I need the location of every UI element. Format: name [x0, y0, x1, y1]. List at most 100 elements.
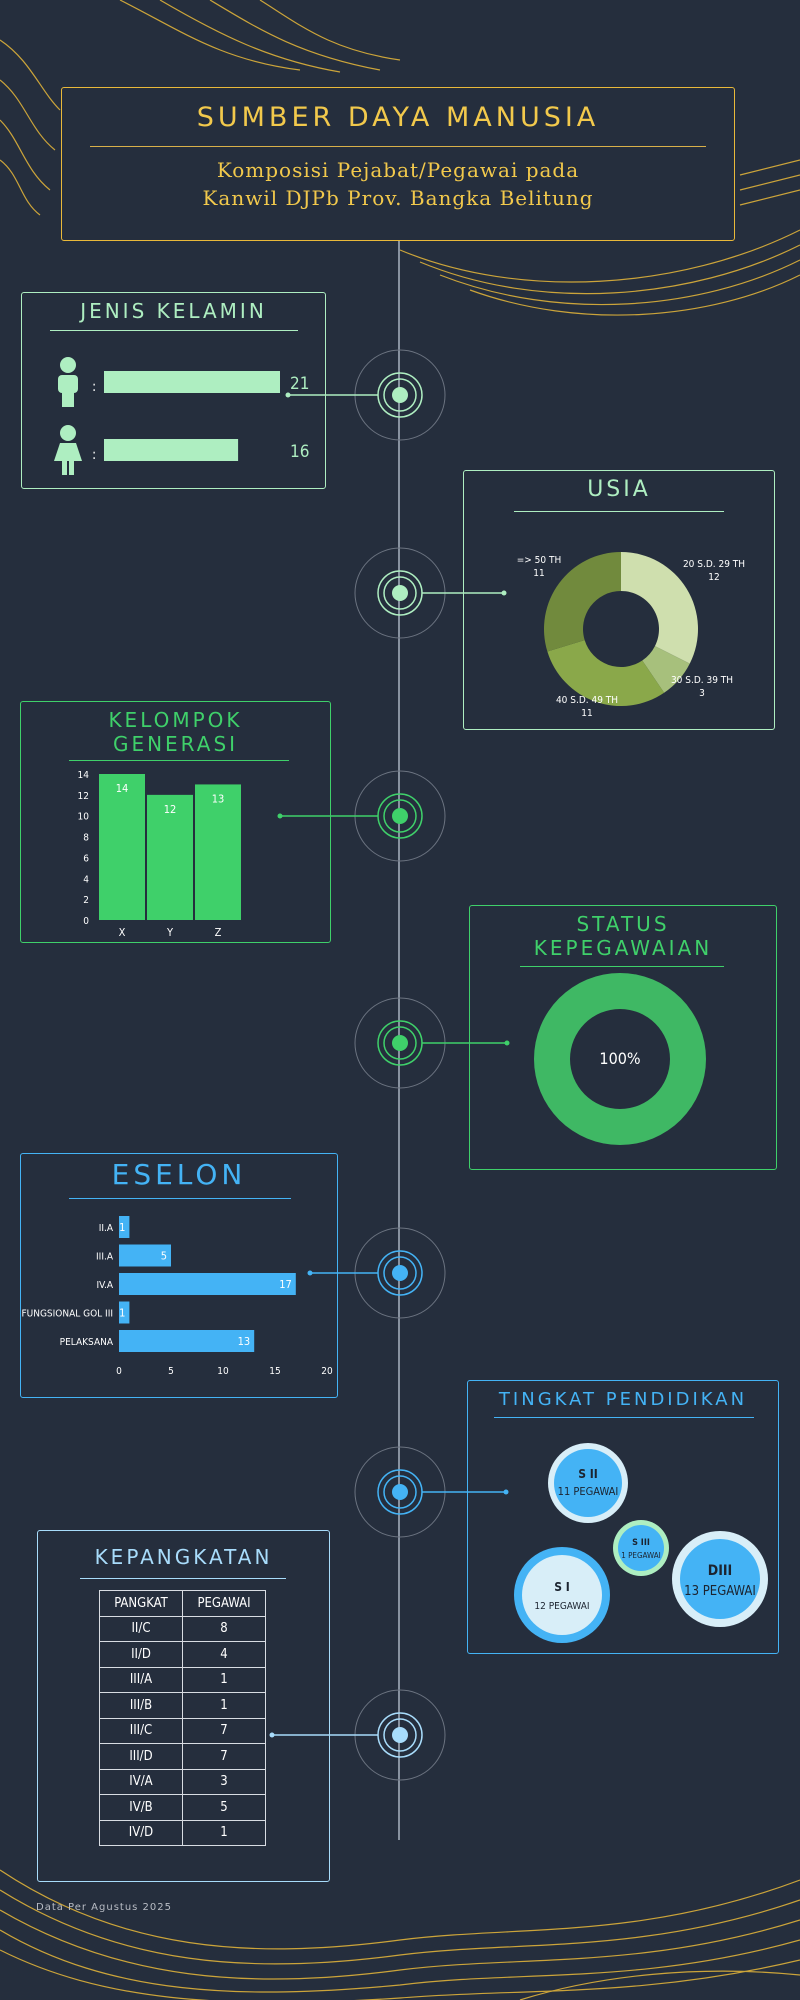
female-person-icon: [54, 425, 82, 475]
rank-cell: III/A: [99, 1666, 183, 1693]
rank-cell: IV/D: [99, 1819, 183, 1846]
bubble-s1: S I 12 PEGAWAI: [514, 1547, 610, 1643]
count-cell: 7: [182, 1717, 266, 1744]
age-title-underline: [514, 511, 724, 512]
count-cell: 8: [182, 1615, 266, 1642]
status-title-line2: KEPEGAWAIAN: [533, 936, 713, 960]
table-row: IV/A 3: [99, 1768, 266, 1795]
age-value-30-39: 3: [699, 688, 705, 699]
gender-chart: : : 21 16: [54, 357, 309, 475]
table-row: II/D 4: [99, 1641, 266, 1668]
count-cell: 7: [182, 1743, 266, 1770]
eselon-category-label: III.A: [96, 1252, 114, 1263]
rank-col-pangkat: PANGKAT: [99, 1590, 183, 1617]
age-label-50-plus: => 50 TH: [517, 555, 562, 566]
eselon-x-tick: 15: [269, 1366, 280, 1377]
generation-title-line2: GENERASI: [112, 732, 239, 756]
eselon-value-label: 1: [119, 1307, 125, 1320]
gender-title: JENIS KELAMIN: [80, 299, 267, 323]
wave-lines-top-left: [0, 0, 401, 216]
generation-bar-Y: [147, 794, 193, 920]
eselon-bar: [119, 1216, 130, 1238]
eselon-category-label: IV.A: [96, 1280, 113, 1291]
gender-value-male: 21: [290, 374, 309, 394]
bubble-s3: S III 1 PEGAWAI: [613, 1520, 669, 1576]
age-slice-0: [621, 552, 698, 664]
count-cell: 1: [182, 1666, 266, 1693]
generation-title-line1: KELOMPOK: [108, 708, 243, 732]
bubble-d3-count: 13 PEGAWAI: [684, 1584, 756, 1599]
bubble-d3: DIII 13 PEGAWAI: [672, 1531, 768, 1627]
table-row: IV/B 5: [99, 1794, 266, 1821]
status-center-label: 100%: [599, 1049, 640, 1068]
gender-separator-male: :: [92, 379, 96, 395]
gender-bar-male: [104, 371, 280, 393]
age-value-20-29: 12: [708, 572, 719, 583]
gender-separator-female: :: [92, 447, 96, 463]
generation-x-tick-Y: Y: [166, 926, 174, 939]
education-panel: TINGKAT PENDIDIKAN S II 11 PEGAWAI S III…: [467, 1380, 779, 1654]
generation-panel: KELOMPOK GENERASI 0 2 4 6 8 10 12 14 14 X 12 Y 13 Z: [20, 701, 331, 943]
generation-title-underline: [69, 760, 289, 761]
generation-bar-chart: 0 2 4 6 8 10 12 14 14 X 12 Y 13 Z: [78, 770, 241, 939]
eselon-value-label: 1: [119, 1221, 125, 1234]
bubble-s1-level: S I: [554, 1580, 570, 1594]
generation-value-Z: 13: [212, 792, 225, 805]
generation-y-tick: 4: [83, 874, 89, 885]
education-bubble-chart: S II 11 PEGAWAI S III 1 PEGAWAI S I 12 P…: [514, 1443, 768, 1643]
eselon-bar-chart: II.A 1 III.A 5 IV.A 17 FUNGSIONAL GOL III 1 PELA…: [21, 1216, 333, 1377]
generation-value-Y: 12: [164, 803, 177, 816]
male-person-icon: [58, 357, 78, 407]
table-row: III/B 1: [99, 1692, 266, 1719]
eselon-title: ESELON: [111, 1158, 247, 1191]
status-slice-0: [534, 972, 706, 1146]
generation-y-tick: 8: [83, 833, 89, 844]
eselon-bar: [119, 1301, 130, 1324]
generation-y-tick: 12: [78, 791, 89, 802]
age-slice-3: [544, 552, 621, 652]
generation-y-tick: 14: [78, 770, 90, 781]
status-donut-chart: 100%: [534, 972, 706, 1146]
rank-table: PANGKAT PEGAWAI II/C 8 II/D 4 III/A 1 III/B…: [99, 1590, 266, 1846]
timeline-node-5: [307, 1227, 446, 1319]
gender-title-underline: [50, 330, 298, 331]
count-cell: 4: [182, 1641, 266, 1668]
rank-cell: IV/A: [99, 1768, 183, 1795]
eselon-bar: [119, 1244, 171, 1267]
count-cell: 1: [182, 1692, 266, 1719]
rank-cell: IV/B: [99, 1794, 183, 1821]
eselon-panel: ESELON II.A 1 III.A 5 IV.A 17 FUNGSIONAL GOL I…: [20, 1153, 338, 1398]
status-title-line1: STATUS: [576, 912, 670, 936]
rank-title-underline: [80, 1578, 286, 1579]
generation-y-tick: 2: [83, 895, 89, 906]
bubble-s2-level: S II: [578, 1467, 598, 1481]
table-row: IV/D 1: [99, 1819, 266, 1846]
age-label-20-29: 20 S.D. 29 TH: [683, 559, 745, 570]
table-row: III/C 7: [99, 1717, 266, 1744]
generation-bar-Z: [195, 784, 241, 920]
bubble-s2-count: 11 PEGAWAI: [558, 1485, 619, 1498]
eselon-x-tick: 10: [217, 1366, 229, 1377]
wave-lines-right: [399, 159, 800, 316]
eselon-category-label: PELAKSANA: [60, 1337, 114, 1348]
education-title: TINGKAT PENDIDIKAN: [498, 1389, 748, 1410]
gender-bar-female: [104, 439, 239, 461]
age-label-40-49: 40 S.D. 49 TH: [556, 695, 618, 706]
timeline-node-1: [285, 349, 446, 441]
bubble-s3-level: S III: [632, 1538, 650, 1548]
eselon-bar: [119, 1273, 296, 1295]
age-slice-1: [642, 646, 690, 693]
eselon-x-tick: 0: [116, 1366, 122, 1377]
count-cell: 5: [182, 1794, 266, 1821]
rank-cell: III/C: [99, 1717, 183, 1744]
eselon-x-tick: 5: [168, 1366, 174, 1377]
eselon-category-label: II.A: [99, 1223, 114, 1234]
eselon-bar: [119, 1330, 255, 1352]
rank-title: KEPANGKATAN: [94, 1545, 273, 1569]
bubble-d3-level: DIII: [708, 1563, 733, 1579]
wave-lines-bottom: [0, 1869, 800, 2000]
rank-cell: III/D: [99, 1743, 183, 1770]
table-row: III/D 7: [99, 1743, 266, 1770]
eselon-category-label: FUNGSIONAL GOL III: [21, 1309, 113, 1320]
